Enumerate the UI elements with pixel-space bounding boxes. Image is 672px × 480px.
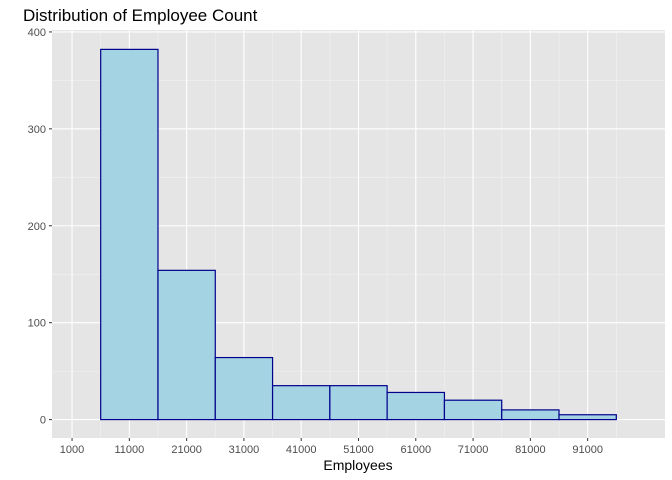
x-tick-label: 31000 — [229, 444, 260, 456]
y-tick-label: 100 — [28, 318, 46, 330]
histogram-bar — [329, 385, 388, 421]
chart-title: Distribution of Employee Count — [23, 6, 258, 25]
x-tick-label: 91000 — [572, 444, 603, 456]
x-axis: 1000 11000 21000 31000 41000 51000 61000 71000 8… — [60, 438, 603, 456]
histogram-bar — [157, 269, 216, 421]
x-tick-label: 11000 — [114, 444, 144, 456]
histogram-bar — [443, 399, 503, 421]
histogram-bar — [501, 409, 560, 421]
y-axis: 0 100 200 300 400 — [28, 27, 52, 427]
histogram-bar — [271, 385, 331, 421]
x-tick-label: 1000 — [60, 444, 84, 456]
histogram-bar — [386, 391, 446, 421]
histogram-bar — [214, 356, 274, 421]
y-tick-label: 200 — [28, 221, 46, 233]
x-tick-label: 51000 — [343, 444, 374, 456]
histogram-bar — [100, 48, 159, 421]
histogram-bar — [558, 414, 617, 421]
y-tick-label: 300 — [28, 124, 46, 136]
histogram-bars — [100, 48, 617, 421]
y-tick-label: 400 — [28, 27, 46, 39]
x-tick-label: 71000 — [458, 444, 489, 456]
x-tick-label: 61000 — [400, 444, 431, 456]
x-tick-label: 81000 — [515, 444, 546, 456]
x-tick-label: 41000 — [286, 444, 317, 456]
x-tick-label: 21000 — [171, 444, 202, 456]
x-axis-title: Employees — [323, 457, 392, 473]
y-tick-label: 0 — [40, 415, 46, 427]
